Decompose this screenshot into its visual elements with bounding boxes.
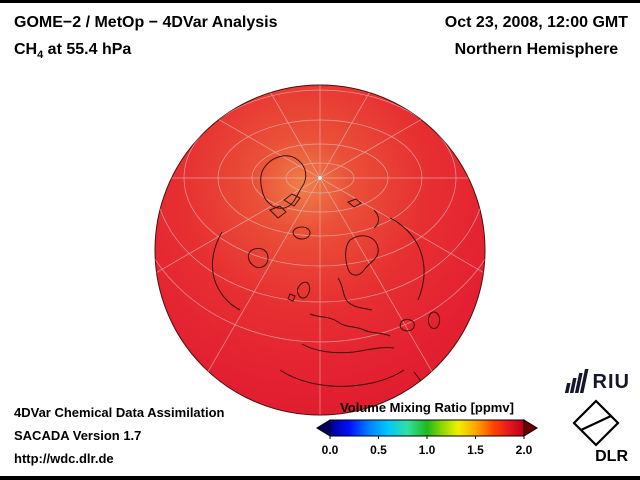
plot-title-block: GOME−2 / MetOp − 4DVar Analysis CH4 at 5… xyxy=(14,9,278,69)
dlr-emblem-icon xyxy=(572,399,620,447)
globe-map xyxy=(154,84,486,416)
colorbar-gradient xyxy=(316,419,538,439)
tick-label: 2.0 xyxy=(515,443,533,457)
species-label: CH xyxy=(14,41,38,58)
pressure-level-label: at 55.4 hPa xyxy=(43,41,132,58)
credits-block: 4DVar Chemical Data Assimilation SACADA … xyxy=(14,401,225,470)
pole-marker xyxy=(317,175,323,181)
region-label: Northern Hemisphere xyxy=(454,41,619,58)
credit-line-url: http://wdc.dlr.de xyxy=(14,451,114,466)
colorbar-title: Volume Mixing Ratio [ppmv] xyxy=(340,400,514,415)
colorbar-underflow-arrow xyxy=(316,419,331,437)
species-subscript: 4 xyxy=(37,49,44,62)
top-border xyxy=(0,0,640,3)
riu-logo: RIU xyxy=(564,369,630,393)
colorbar-tick-marks xyxy=(329,436,525,439)
dlr-logo-text: DLR xyxy=(595,448,628,465)
datetime-label: Oct 23, 2008, 12:00 GMT xyxy=(444,14,628,31)
tick-label: 0.5 xyxy=(370,443,387,457)
credit-line-version: SACADA Version 1.7 xyxy=(14,428,142,443)
riu-stripes-icon xyxy=(564,369,589,393)
riu-logo-text: RIU xyxy=(592,371,630,393)
colorbar-tick-labels: 0.0 0.5 1.0 1.5 2.0 xyxy=(322,443,533,459)
title-line-1: GOME−2 / MetOp − 4DVar Analysis xyxy=(14,14,278,31)
bottom-border xyxy=(0,476,640,480)
title-line-2: CH4 at 55.4 hPa xyxy=(14,36,278,69)
credit-line-assimilation: 4DVar Chemical Data Assimilation xyxy=(14,405,225,420)
tick-label: 1.0 xyxy=(418,443,436,457)
colorbar-overflow-arrow xyxy=(523,419,538,437)
datetime-region-block: Oct 23, 2008, 12:00 GMT Northern Hemisph… xyxy=(445,9,628,63)
tick-label: 1.5 xyxy=(467,443,484,457)
colorbar xyxy=(316,419,538,439)
tick-label: 0.0 xyxy=(321,443,339,457)
